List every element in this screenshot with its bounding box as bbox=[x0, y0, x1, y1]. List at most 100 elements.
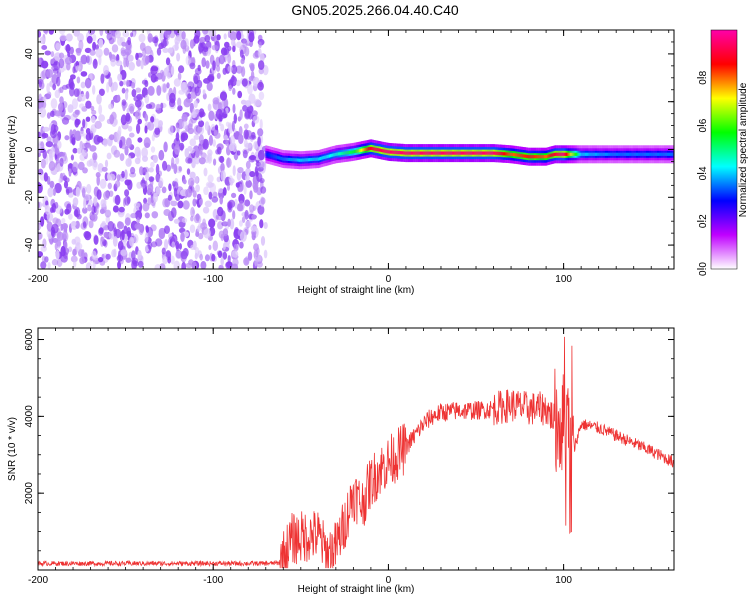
noise-speckle bbox=[48, 30, 54, 35]
track-cell bbox=[642, 152, 644, 156]
track-cell bbox=[435, 151, 437, 155]
noise-speckle bbox=[58, 52, 65, 59]
noise-speckle bbox=[70, 154, 74, 161]
noise-speckle bbox=[92, 261, 96, 269]
track-cell bbox=[370, 146, 372, 150]
track-cell bbox=[572, 152, 574, 156]
noise-speckle bbox=[235, 182, 240, 188]
track-cell bbox=[606, 152, 608, 156]
track-cell bbox=[314, 157, 316, 161]
track-cell bbox=[542, 155, 545, 159]
noise-speckle bbox=[76, 76, 81, 84]
noise-speckle bbox=[80, 71, 88, 77]
track-cell bbox=[304, 158, 306, 162]
noise-speckle bbox=[204, 254, 210, 262]
noise-speckle bbox=[195, 184, 201, 193]
track-cell bbox=[329, 154, 331, 158]
noise-speckle bbox=[61, 218, 66, 224]
track-cell bbox=[496, 151, 498, 155]
noise-speckle bbox=[180, 81, 186, 91]
noise-speckle bbox=[45, 141, 54, 148]
track-cell bbox=[401, 151, 403, 155]
noise-speckle bbox=[38, 81, 43, 88]
track-cell bbox=[303, 158, 305, 162]
track-cell bbox=[374, 147, 376, 151]
noise-speckle bbox=[171, 207, 177, 219]
track-cell bbox=[390, 150, 392, 154]
noise-speckle bbox=[136, 59, 142, 67]
track-cell bbox=[638, 152, 640, 156]
noise-speckle bbox=[216, 64, 221, 72]
noise-speckle bbox=[254, 98, 261, 106]
track-cell bbox=[408, 151, 410, 155]
noise-speckle bbox=[193, 134, 200, 140]
noise-speckle bbox=[188, 177, 195, 187]
noise-speckle bbox=[60, 245, 66, 257]
noise-speckle bbox=[131, 89, 137, 98]
noise-speckle bbox=[98, 38, 104, 48]
colorbar-scale bbox=[710, 29, 738, 270]
noise-speckle bbox=[124, 189, 130, 197]
noise-speckle bbox=[46, 136, 52, 143]
noise-speckle bbox=[166, 82, 170, 89]
noise-speckle bbox=[216, 34, 221, 41]
noise-speckle bbox=[222, 187, 227, 196]
colorbar-ticks: 0.0 0.2 0.4 0.6 0.8 bbox=[697, 70, 709, 276]
noise-speckle bbox=[202, 206, 210, 214]
noise-speckle bbox=[70, 255, 78, 263]
track-cell bbox=[669, 152, 671, 156]
noise-speckle bbox=[192, 190, 197, 198]
noise-speckle bbox=[256, 261, 263, 268]
track-cell bbox=[268, 153, 270, 157]
track-cell bbox=[475, 151, 477, 155]
noise-speckle bbox=[88, 30, 96, 35]
noise-speckle bbox=[155, 186, 161, 195]
noise-speckle bbox=[244, 199, 251, 207]
noise-speckle bbox=[124, 195, 131, 206]
track-cell bbox=[672, 152, 674, 156]
track-cell bbox=[322, 156, 324, 160]
noise-speckle bbox=[189, 171, 196, 179]
x-tick-label: 0 bbox=[386, 274, 392, 285]
track-cell bbox=[479, 151, 481, 155]
track-cell bbox=[631, 152, 633, 156]
noise-speckle bbox=[125, 158, 132, 167]
noise-speckle bbox=[247, 251, 253, 261]
track-cell bbox=[393, 150, 395, 154]
noise-speckle bbox=[217, 250, 223, 258]
track-cell bbox=[309, 158, 311, 162]
track-cell bbox=[668, 152, 670, 156]
noise-speckle bbox=[120, 249, 128, 256]
track-cell bbox=[286, 157, 288, 161]
noise-speckle bbox=[50, 58, 55, 64]
track-cell bbox=[659, 152, 661, 156]
noise-speckle bbox=[121, 87, 126, 94]
track-cell bbox=[562, 152, 565, 156]
noise-speckle bbox=[61, 223, 68, 230]
track-cell bbox=[558, 152, 560, 156]
noise-speckle bbox=[222, 242, 226, 250]
track-cell bbox=[394, 150, 396, 154]
noise-speckle bbox=[95, 206, 99, 216]
track-cell bbox=[414, 151, 416, 155]
track-cell bbox=[481, 151, 484, 155]
noise-speckle bbox=[104, 159, 109, 168]
noise-speckle bbox=[243, 257, 250, 266]
noise-speckle bbox=[249, 190, 253, 200]
noise-speckle bbox=[222, 251, 228, 260]
noise-speckle bbox=[186, 168, 191, 175]
noise-speckle bbox=[141, 183, 146, 189]
x-tick-label: 100 bbox=[555, 575, 572, 586]
track-cell bbox=[647, 152, 649, 156]
track-cell bbox=[637, 152, 639, 156]
noise-speckle bbox=[135, 109, 141, 120]
track-cell bbox=[539, 155, 541, 159]
track-cell bbox=[443, 151, 445, 155]
track-cell bbox=[282, 157, 284, 161]
track-cell bbox=[385, 149, 387, 153]
noise-speckle bbox=[189, 39, 195, 49]
track-cell bbox=[611, 152, 613, 156]
noise-speckle bbox=[76, 213, 82, 220]
noise-speckle bbox=[72, 197, 79, 207]
track-cell bbox=[610, 152, 612, 156]
